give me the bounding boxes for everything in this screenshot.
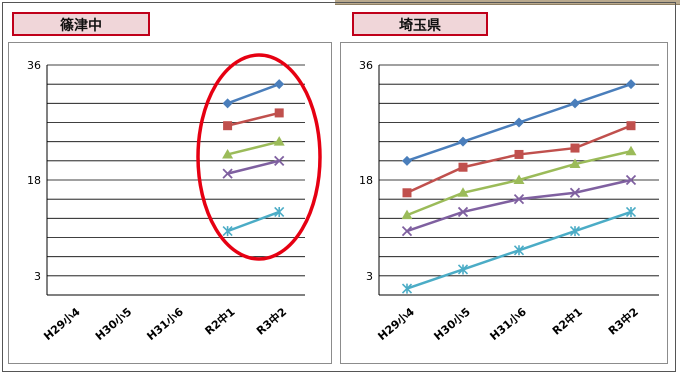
data-point: [570, 143, 580, 153]
data-point: [513, 174, 525, 184]
x-tick-label: H30小5: [431, 305, 473, 343]
data-point: [570, 98, 580, 109]
y-tick-label: 36: [27, 59, 41, 72]
x-tick-label: H31小6: [144, 304, 186, 343]
data-point: [401, 209, 413, 220]
series-line: [227, 111, 280, 127]
x-tick-label: H31小6: [487, 304, 529, 343]
data-point: [625, 145, 637, 156]
slide-frame: [2, 2, 676, 372]
data-point: [401, 225, 413, 237]
data-point: [569, 187, 581, 198]
data-point: [401, 283, 413, 294]
data-point: [457, 264, 469, 275]
series-line: [227, 210, 280, 233]
data-point: [625, 206, 637, 218]
data-point: [402, 155, 412, 166]
data-point: [569, 158, 581, 169]
data-point: [457, 206, 469, 218]
line-chart-shinotsu: 3 18 36 H29小4 H30小5 H31小6 R2中1 R3中2: [27, 59, 305, 343]
data-point: [625, 174, 637, 186]
y-tick-label: 3: [366, 270, 373, 283]
chart-title-saitama: 埼玉県: [352, 12, 488, 36]
chart-title-shinotsu: 篠津中: [12, 12, 150, 36]
series-line: [227, 140, 280, 156]
x-tick-label: H30小5: [92, 305, 134, 343]
data-point: [274, 79, 285, 90]
x-tick-label: H29小4: [375, 304, 417, 343]
y-tick-label: 36: [359, 59, 373, 72]
data-point: [458, 136, 468, 147]
data-point: [626, 121, 636, 131]
data-point: [569, 226, 581, 237]
data-point: [514, 117, 524, 128]
line-chart-saitama: 3 18 36 H29小4 H30小5 H31小6 R2中1 R3中2: [359, 59, 659, 343]
data-point: [514, 149, 524, 159]
x-tick-label: R3中2: [605, 305, 641, 338]
data-point: [273, 136, 285, 146]
x-tick-label: R2中1: [549, 305, 585, 338]
data-point: [223, 121, 233, 131]
series-line: [227, 82, 280, 105]
data-point: [274, 108, 284, 118]
chart-panel-saitama: 3 18 36 H29小4 H30小5 H31小6 R2中1 R3中2: [340, 42, 668, 364]
data-point: [222, 98, 233, 109]
data-point: [626, 79, 636, 90]
x-tick-label: R3中2: [253, 305, 289, 338]
y-tick-label: 18: [359, 174, 373, 187]
x-tick-label: H29小4: [41, 304, 83, 343]
y-tick-label: 3: [34, 270, 41, 283]
series-line: [227, 159, 280, 175]
chart-panel-shinotsu: 3 18 36 H29小4 H30小5 H31小6 R2中1 R3中2: [8, 42, 332, 364]
x-tick-label: R2中1: [202, 305, 238, 338]
data-point: [457, 187, 469, 197]
data-point: [402, 188, 412, 198]
data-point: [458, 162, 468, 172]
data-point: [513, 194, 525, 205]
data-point: [513, 245, 525, 256]
y-tick-label: 18: [27, 174, 41, 187]
